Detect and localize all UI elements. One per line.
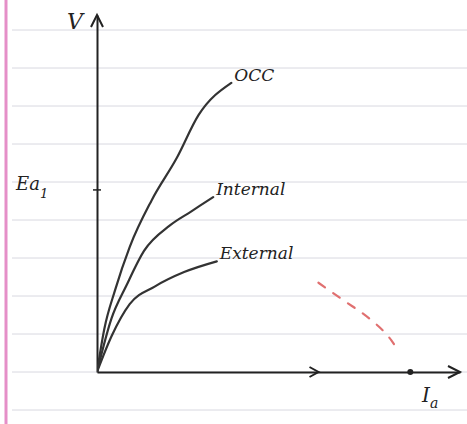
annotation: Ea1 <box>15 173 48 201</box>
curve <box>97 261 217 372</box>
paper-line <box>12 334 467 335</box>
curve <box>97 83 231 372</box>
series-label: External <box>219 243 294 263</box>
annotation-sub: 1 <box>40 186 48 201</box>
curve <box>318 283 398 351</box>
annotation-main: Ea <box>15 173 40 194</box>
plot-area <box>97 83 398 372</box>
x-arrow <box>448 366 460 378</box>
x-mid-arrow <box>310 367 319 377</box>
x-axis-title: Ia <box>421 383 438 411</box>
curve <box>97 197 213 372</box>
paper <box>6 0 467 424</box>
paper-margin <box>5 0 8 424</box>
paper-line <box>12 144 467 145</box>
axis-line <box>98 372 461 374</box>
annotation-tick <box>93 189 101 191</box>
x-axis <box>98 372 461 373</box>
series-label: Internal <box>215 179 285 199</box>
chart: OCC Internal External V Ia Ea1 <box>0 0 467 424</box>
paper-line <box>12 372 467 373</box>
series-label: OCC <box>234 65 274 85</box>
y-axis-title: V <box>67 9 85 34</box>
y-axis <box>97 16 98 373</box>
y-arrow <box>91 15 103 27</box>
paper-line <box>12 106 467 107</box>
axis-dot <box>407 369 413 375</box>
labels: OCC Internal External V Ia Ea1 <box>15 9 438 411</box>
axis-line <box>97 16 99 373</box>
paper-line <box>12 410 467 411</box>
x-axis-title-sub: a <box>430 395 438 411</box>
paper-line <box>12 296 467 297</box>
arrows <box>91 15 460 378</box>
paper-line <box>12 220 467 221</box>
